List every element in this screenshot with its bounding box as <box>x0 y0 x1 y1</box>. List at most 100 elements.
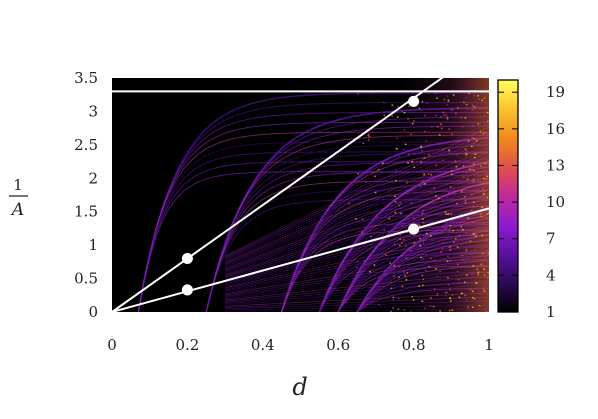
colorbar-tick-label: 1 <box>546 303 556 321</box>
speckle-dot <box>361 231 363 233</box>
speckle-dot <box>470 252 473 254</box>
speckle-dot <box>483 193 485 195</box>
speckle-dot <box>391 115 393 117</box>
speckle-dot <box>426 233 428 235</box>
speckle-dot <box>471 306 474 308</box>
speckle-dot <box>374 175 376 177</box>
speckle-dot <box>486 111 489 114</box>
speckle-dot <box>422 179 425 181</box>
speckle-dot <box>480 165 482 167</box>
speckle-dot <box>402 148 404 151</box>
speckle-dot <box>396 116 399 118</box>
speckle-dot <box>452 229 454 232</box>
speckle-dot <box>443 114 445 117</box>
speckle-dot <box>473 156 476 159</box>
speckle-dot <box>441 248 444 250</box>
speckle-dot <box>464 202 467 204</box>
speckle-dot <box>486 133 489 135</box>
speckle-dot <box>477 274 480 276</box>
speckle-dot <box>462 229 464 231</box>
speckle-dot <box>370 235 372 238</box>
speckle-dot <box>474 107 476 109</box>
speckle-dot <box>365 181 367 183</box>
speckle-dot <box>395 169 398 171</box>
speckle-dot <box>444 227 447 229</box>
speckle-dot <box>434 93 437 95</box>
marker <box>181 284 193 296</box>
speckle-dot <box>466 178 469 181</box>
speckle-dot <box>465 154 467 156</box>
speckle-dot <box>447 192 450 194</box>
speckle-dot <box>481 99 484 102</box>
x-axis-label: d <box>292 373 307 401</box>
speckle-dot <box>441 159 444 161</box>
speckle-dot <box>488 212 489 214</box>
overlay-line-2 <box>111 207 490 313</box>
speckle-dot <box>482 177 485 180</box>
speckle-dot <box>357 92 359 95</box>
speckle-dot <box>413 166 416 169</box>
speckle-dot <box>446 95 449 97</box>
speckle-dot <box>441 127 443 129</box>
speckle-dot <box>465 249 468 251</box>
speckle-dot <box>399 234 401 236</box>
speckle-dot <box>468 92 470 95</box>
speckle-dot <box>464 281 466 283</box>
speckle-dot <box>430 257 432 259</box>
marker <box>181 253 193 265</box>
speckle-dot <box>442 149 444 151</box>
speckle-dot <box>464 200 467 202</box>
speckle-dot <box>428 266 431 268</box>
speckle-dot <box>471 145 473 147</box>
speckle-dot <box>458 234 461 237</box>
speckle-dot <box>482 132 485 135</box>
speckle-dot <box>463 101 465 104</box>
speckle-dot <box>484 121 487 123</box>
speckle-dot <box>394 201 397 203</box>
speckle-dot <box>477 226 479 228</box>
speckle-dot <box>423 157 426 159</box>
speckle-dot <box>464 148 467 150</box>
speckle-dot <box>400 255 403 257</box>
speckle-dot <box>460 191 463 193</box>
speckle-dot <box>420 146 422 148</box>
speckle-dot <box>448 229 451 231</box>
speckle-dot <box>477 178 479 180</box>
speckle-dot <box>444 295 447 297</box>
speckle-dot <box>439 270 441 273</box>
speckle-dot <box>356 266 358 268</box>
speckle-dot <box>471 193 473 196</box>
speckle-dot <box>424 307 426 310</box>
speckle-dot <box>461 292 464 295</box>
speckle-dot <box>428 154 430 156</box>
speckle-dot <box>369 254 371 256</box>
speckle-dot <box>487 120 489 122</box>
y-axis-label-denominator: A <box>10 200 24 220</box>
speckle-dot <box>473 298 476 300</box>
speckle-dot <box>462 165 465 167</box>
overlay-lines <box>111 70 490 313</box>
speckle-dot <box>410 133 412 136</box>
speckle-dot <box>451 309 454 311</box>
speckle-dot <box>483 97 486 99</box>
speckle-dot <box>485 311 488 312</box>
speckle-dot <box>470 236 473 238</box>
speckle-dot <box>440 116 442 118</box>
speckle-dot <box>390 310 392 312</box>
speckle-dot <box>436 97 438 99</box>
speckle-dot <box>404 245 407 247</box>
speckle-dot <box>382 162 384 164</box>
speckle-dot <box>478 305 481 307</box>
speckle-dot <box>450 109 453 111</box>
speckle-dot <box>421 300 424 302</box>
speckle-dot <box>369 271 371 273</box>
x-tick-label: 0.2 <box>175 336 199 354</box>
speckle-dot <box>398 204 401 207</box>
speckle-dot <box>435 268 437 270</box>
speckle-dot <box>374 191 377 194</box>
speckle-dot <box>420 161 422 163</box>
speckle-dot <box>464 117 467 119</box>
speckle-dot <box>446 118 449 120</box>
speckle-dot <box>464 294 466 297</box>
speckle-dot <box>357 173 359 175</box>
